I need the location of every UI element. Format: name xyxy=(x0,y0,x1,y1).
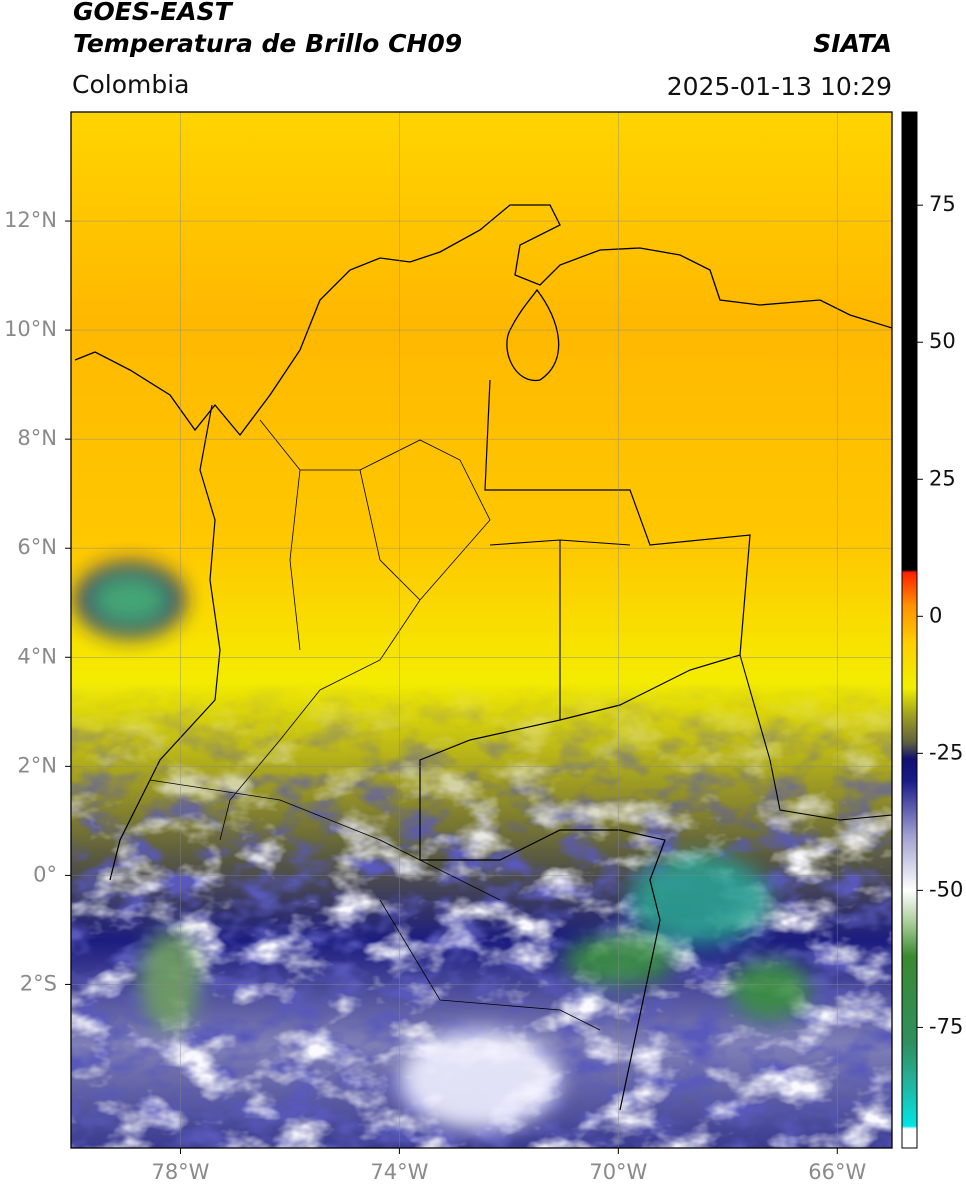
colorbar-tick-label: 75 xyxy=(929,192,956,216)
colorbar xyxy=(901,111,918,1149)
source: SIATA xyxy=(813,29,892,58)
y-tick-label: 2°S xyxy=(20,971,57,995)
datetime: 2025-01-13 10:29 xyxy=(667,72,892,101)
colorbar-tick-label: -75 xyxy=(929,1014,963,1038)
colorbar-tick-label: 0 xyxy=(929,603,942,627)
colorbar-tick-label: 50 xyxy=(929,329,956,353)
x-tick-label: 70°W xyxy=(589,1160,647,1184)
subtitle: Temperatura de Brillo CH09 xyxy=(73,29,462,58)
satellite-image xyxy=(71,112,892,1148)
y-tick-label: 8°N xyxy=(17,426,57,450)
colorbar-tick-label: 25 xyxy=(929,466,956,490)
x-tick-label: 78°W xyxy=(151,1160,209,1184)
map-frame xyxy=(70,111,893,1149)
x-tick-label: 74°W xyxy=(370,1160,428,1184)
y-tick-label: 4°N xyxy=(17,644,57,668)
y-tick-label: 10°N xyxy=(4,317,57,341)
region: Colombia xyxy=(72,70,189,99)
x-tick-label: 66°W xyxy=(808,1160,866,1184)
colorbar-tick-label: -25 xyxy=(929,740,963,764)
y-tick-label: 2°N xyxy=(17,753,57,777)
y-tick-label: 12°N xyxy=(4,208,57,232)
y-tick-label: 6°N xyxy=(17,535,57,559)
colorbar-tick-label: -50 xyxy=(929,877,963,901)
y-tick-label: 0° xyxy=(33,862,57,886)
title: GOES-EAST xyxy=(73,0,234,26)
